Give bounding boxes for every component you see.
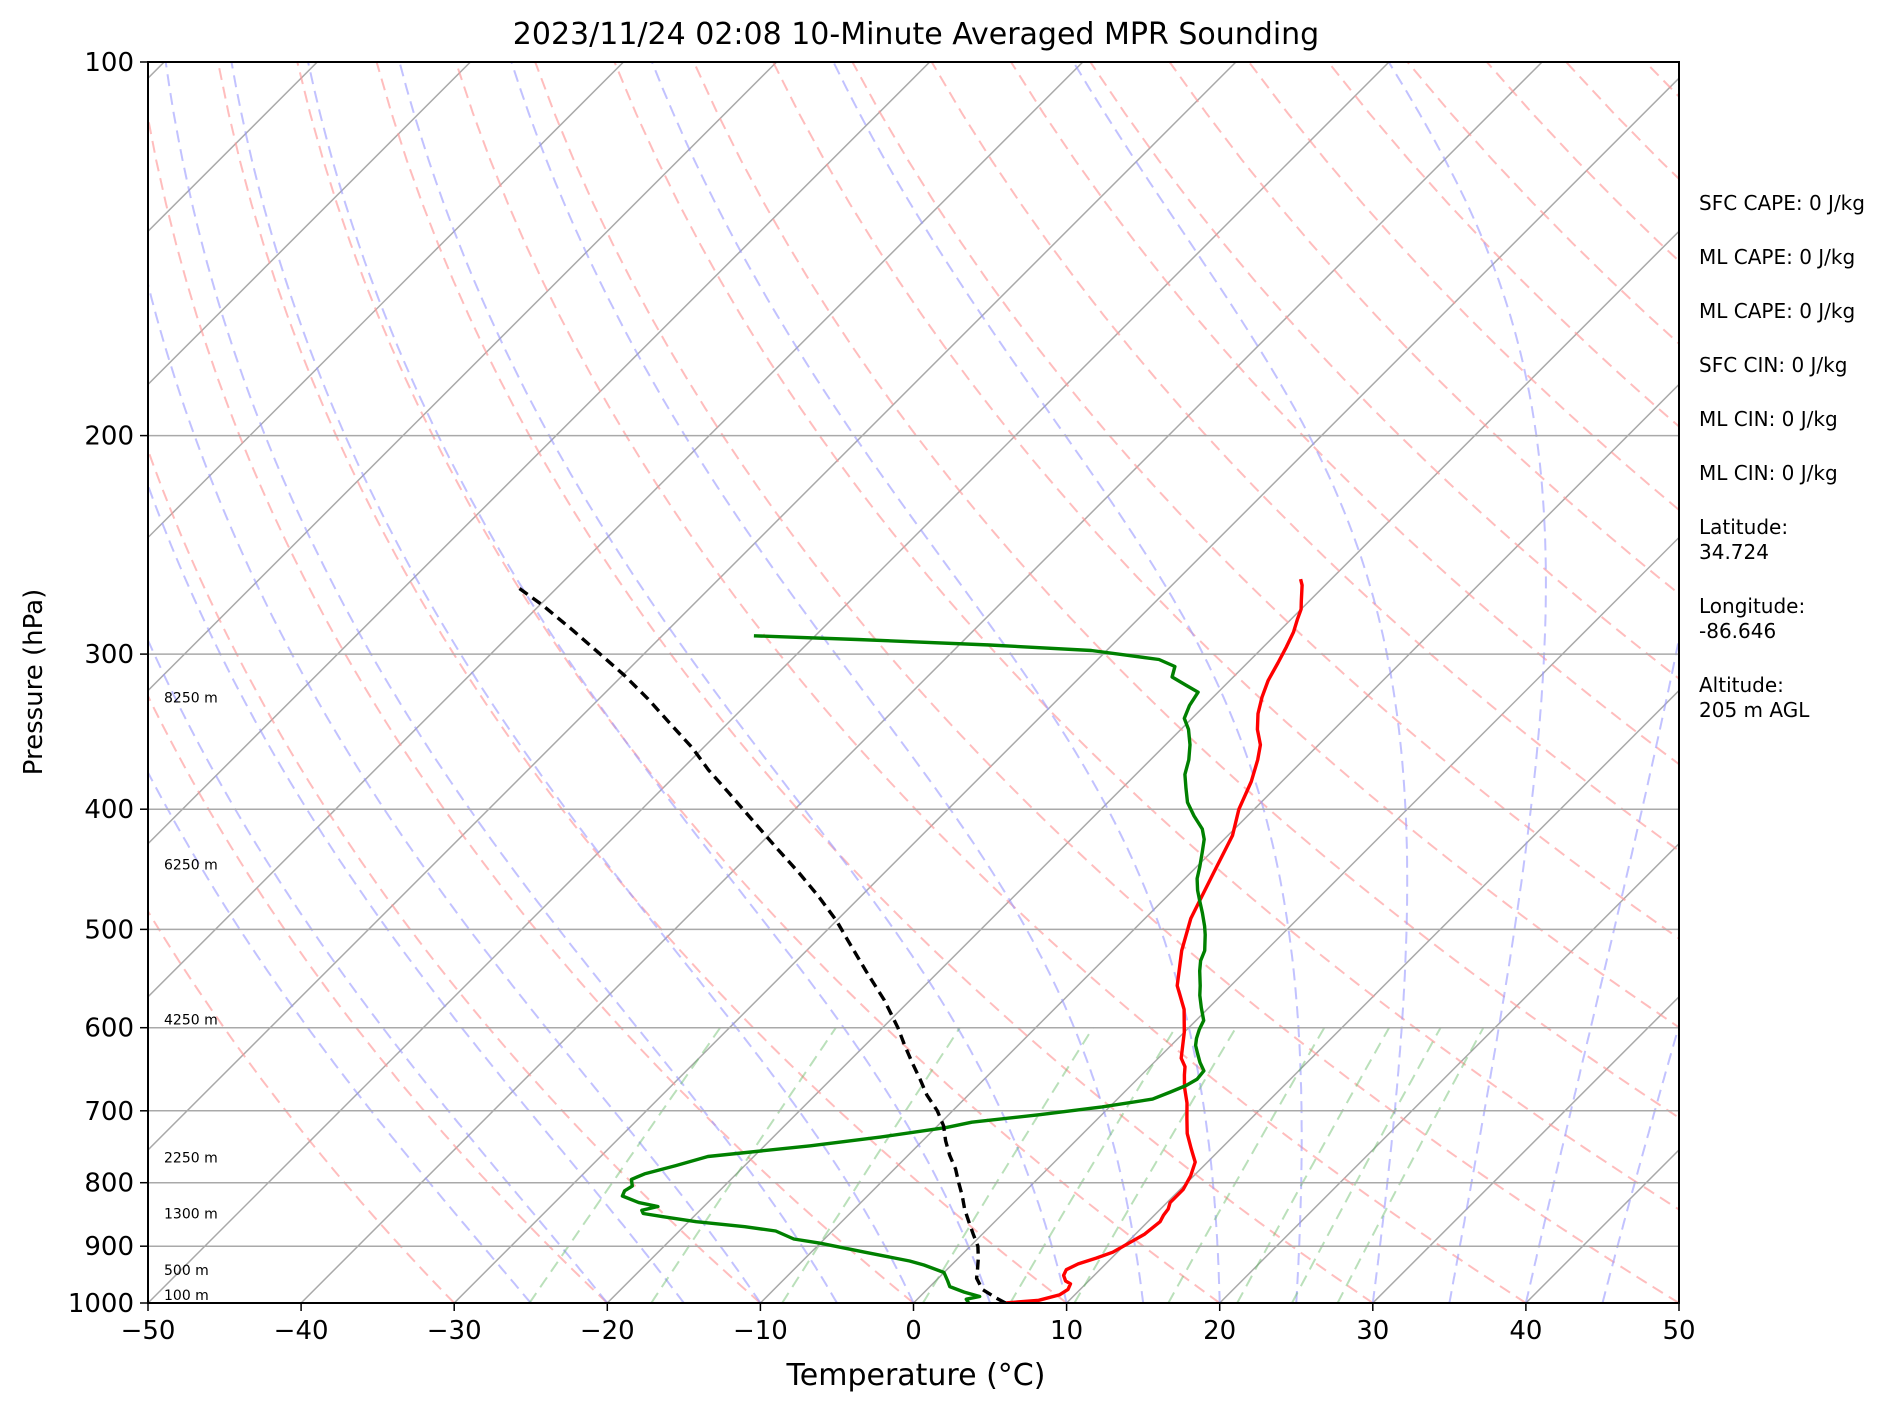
dry-adiabat-line xyxy=(454,62,1527,1303)
height-label: 8250 m xyxy=(164,691,218,707)
x-tick-label: −20 xyxy=(580,1316,635,1346)
dry-adiabat-line xyxy=(613,62,1679,1211)
dry-adiabat-line xyxy=(692,62,1679,1119)
info-panel: SFC CAPE: 0 J/kg ML CAPE: 0 J/kg ML CAPE: … xyxy=(1699,191,1865,722)
dry-adiabat-line xyxy=(148,112,915,1303)
height-label: 4250 m xyxy=(164,1013,218,1029)
height-label: 1300 m xyxy=(164,1207,218,1223)
x-tick-label: −30 xyxy=(427,1316,482,1346)
info-panel-text: ML CAPE: 0 J/kg xyxy=(1699,245,1855,269)
isotherm-line xyxy=(148,62,1084,998)
dry-adiabat-line xyxy=(217,62,1068,1303)
y-tick-label: 300 xyxy=(84,640,134,670)
isotherm-line xyxy=(148,62,1237,1151)
dewpoint-profile xyxy=(620,634,1207,1303)
dry-adiabat-line xyxy=(148,693,608,1303)
x-tick-label: −10 xyxy=(733,1316,788,1346)
y-tick-label: 400 xyxy=(84,795,134,825)
height-labels: 100 m 500 m 1300 m 2250 m 4250 m 6250 m 8250 m xyxy=(164,691,218,1305)
info-panel-text: 205 m AGL xyxy=(1699,698,1810,722)
moist-adiabat-line xyxy=(1387,62,1547,1303)
info-panel-text: SFC CIN: 0 J/kg xyxy=(1699,353,1847,377)
info-panel-text: SFC CAPE: 0 J/kg xyxy=(1699,191,1865,215)
x-tick-label: 20 xyxy=(1203,1316,1236,1346)
dry-adiabat-line xyxy=(375,62,1374,1303)
moist-adiabat-line xyxy=(1072,62,1409,1303)
parcel-profile xyxy=(516,585,1007,1303)
dry-adiabat-line xyxy=(1089,62,1679,680)
x-tick-label: −50 xyxy=(121,1316,176,1346)
isotherm-line xyxy=(1066,689,1679,1303)
x-tick-label: 50 xyxy=(1662,1316,1695,1346)
x-tick-label: 0 xyxy=(905,1316,922,1346)
height-label: 100 m xyxy=(164,1288,209,1304)
sounding-profiles xyxy=(516,578,1304,1303)
x-tick-label: −40 xyxy=(274,1316,329,1346)
isotherm-line xyxy=(148,62,471,386)
height-label: 500 m xyxy=(164,1263,209,1279)
y-tick-label: 1000 xyxy=(68,1289,134,1319)
x-axis-title: Temperature (°C) xyxy=(786,1358,1046,1393)
moist-adiabat-line xyxy=(148,280,762,1303)
y-tick-label: 200 xyxy=(84,422,134,452)
y-tick-label: 900 xyxy=(84,1232,134,1262)
dry-adiabat-line xyxy=(296,62,1221,1303)
height-label: 2250 m xyxy=(164,1151,218,1167)
isotherm-line xyxy=(1219,842,1679,1303)
y-tick-label: 500 xyxy=(84,915,134,945)
isotherm-line xyxy=(148,62,931,845)
x-tick-label: 30 xyxy=(1356,1316,1389,1346)
moist-adiabat-line xyxy=(832,62,1303,1303)
dry-adiabat-line xyxy=(930,62,1679,853)
dry-adiabat-line xyxy=(534,62,1679,1303)
x-tick-label: 40 xyxy=(1509,1316,1542,1346)
mixing-ratio-line xyxy=(528,1027,722,1303)
isotherm-line xyxy=(606,230,1679,1303)
dry-adiabat-line xyxy=(772,62,1679,1029)
moist-adiabat-line xyxy=(230,62,915,1303)
info-panel-text: Longitude: xyxy=(1699,594,1805,618)
isotherm-line xyxy=(300,62,1543,1303)
dry-adiabat-line xyxy=(851,62,1679,940)
moist-adiabat-line xyxy=(148,770,532,1303)
axes: −50 −40 −30 −20 −10 0 10 20 30 40 50 100 200 300 400 50… xyxy=(68,48,1696,1346)
isotherm-line xyxy=(453,77,1679,1303)
moist-adiabat-line xyxy=(1524,634,1679,1303)
isotherm-line xyxy=(759,383,1679,1303)
background-lines xyxy=(148,62,1679,1303)
dry-adiabat-line xyxy=(1010,62,1679,766)
dry-adiabat-line xyxy=(148,447,762,1303)
info-panel-text: ML CIN: 0 J/kg xyxy=(1699,407,1838,431)
y-tick-label: 600 xyxy=(84,1014,134,1044)
moist-adiabat-line xyxy=(164,62,838,1303)
isotherm-line xyxy=(148,62,625,539)
isotherm-line xyxy=(148,62,1390,1303)
info-panel-text: 34.724 xyxy=(1699,540,1769,564)
x-tick-label: 10 xyxy=(1050,1316,1083,1346)
info-panel-text: Latitude: xyxy=(1699,515,1788,539)
moist-adiabat-line xyxy=(307,62,992,1303)
height-label: 6250 m xyxy=(164,858,218,874)
isotherm-line xyxy=(912,536,1679,1303)
info-panel-text: -86.646 xyxy=(1699,619,1776,643)
dry-adiabat-line xyxy=(148,909,455,1303)
y-tick-label: 800 xyxy=(84,1169,134,1199)
y-axis-title: Pressure (hPa) xyxy=(19,589,49,776)
info-panel-text: Altitude: xyxy=(1699,673,1784,697)
info-panel-text: ML CAPE: 0 J/kg xyxy=(1699,299,1855,323)
info-panel-text: ML CIN: 0 J/kg xyxy=(1699,461,1838,485)
y-tick-label: 700 xyxy=(84,1097,134,1127)
isotherm-line xyxy=(1372,995,1679,1303)
isotherm-line xyxy=(148,62,778,692)
moist-adiabat-line xyxy=(398,62,1068,1303)
chart-title: 2023/11/24 02:08 10-Minute Averaged MPR … xyxy=(513,17,1319,52)
y-tick-label: 100 xyxy=(84,48,134,78)
